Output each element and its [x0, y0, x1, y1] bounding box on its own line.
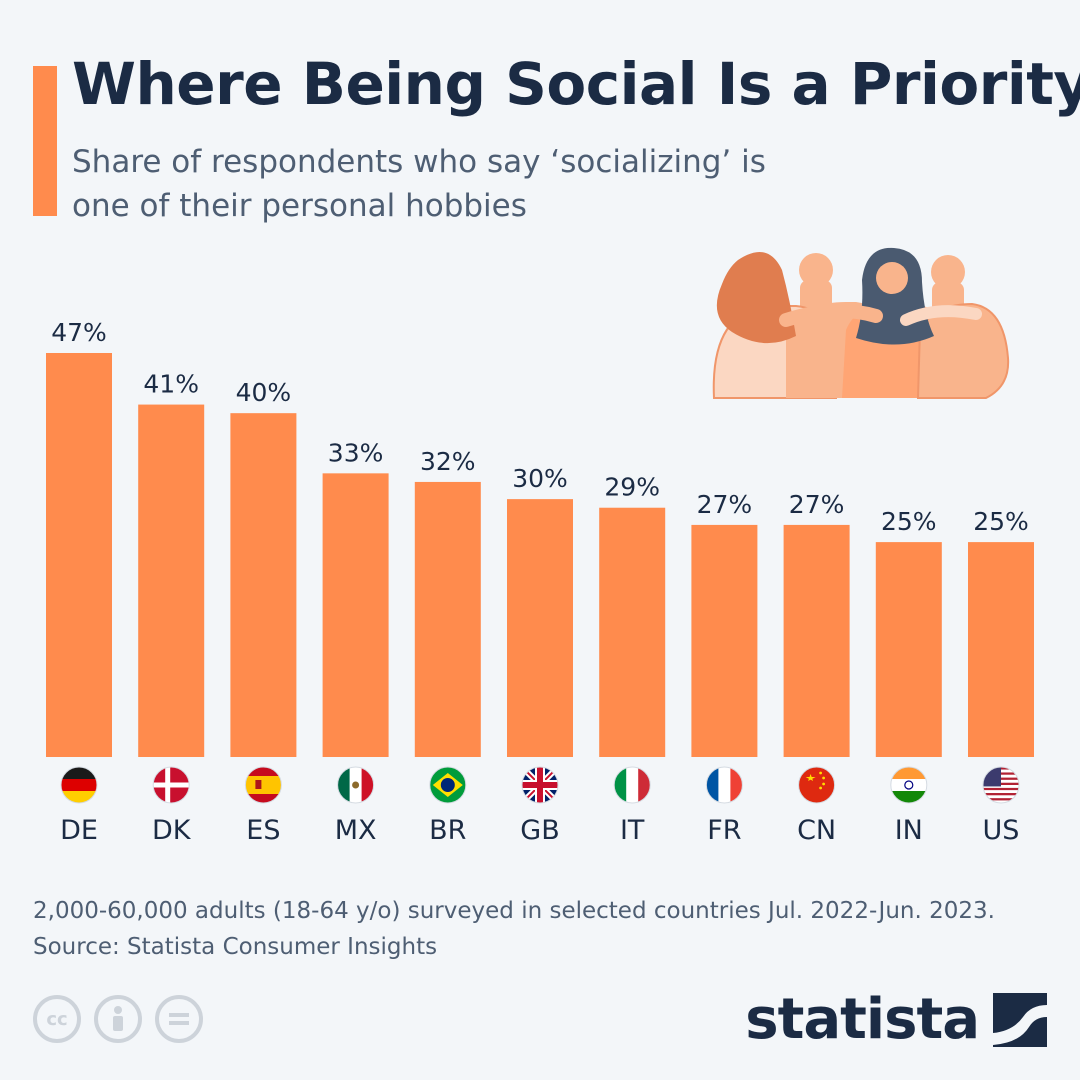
- bar: [138, 404, 205, 757]
- accent-bar: [33, 66, 57, 216]
- category-label: FR: [707, 815, 741, 846]
- flag-italy-icon: [613, 766, 651, 804]
- bar: [322, 473, 389, 757]
- bar-value-label: 32%: [420, 447, 476, 476]
- category-label: US: [983, 815, 1020, 846]
- flag-spain-icon: [244, 766, 282, 804]
- license-icons: cc: [33, 995, 203, 1043]
- cc-icon[interactable]: cc: [33, 995, 81, 1043]
- statista-logo-icon: [993, 993, 1047, 1047]
- source-note: Source: Statista Consumer Insights: [33, 934, 438, 960]
- bar-value-label: 33%: [328, 438, 384, 467]
- category-label: IT: [620, 815, 645, 846]
- attribution-icon[interactable]: [94, 995, 142, 1043]
- footnote: 2,000-60,000 adults (18-64 y/o) surveyed…: [33, 893, 995, 965]
- bar: [230, 413, 297, 757]
- bar: [46, 353, 112, 757]
- friends-group-icon: [712, 247, 1010, 399]
- flag-usa-icon: [982, 766, 1020, 804]
- bar-value-label: 41%: [143, 370, 199, 399]
- flag-france-icon: [705, 766, 743, 804]
- flag-uk-icon: [521, 766, 559, 804]
- bar-value-label: 40%: [236, 378, 292, 407]
- flag-germany-icon: [60, 766, 98, 804]
- category-label: ES: [246, 815, 280, 846]
- bar: [968, 542, 1034, 757]
- bar-value-label: 25%: [881, 507, 937, 536]
- flag-india-icon: [890, 766, 928, 804]
- flag-china-icon: [798, 766, 836, 804]
- brand-logo[interactable]: statista: [745, 990, 1047, 1050]
- bar: [875, 542, 942, 757]
- category-label: IN: [895, 815, 923, 846]
- bar: [783, 524, 850, 757]
- page-subtitle: Share of respondents who say ‘socializin…: [72, 144, 766, 224]
- bar-value-label: 47%: [51, 318, 107, 347]
- category-label: GB: [520, 815, 559, 846]
- bar: [599, 507, 666, 757]
- bar-value-label: 27%: [697, 490, 753, 519]
- bar-value-label: 27%: [789, 490, 845, 519]
- brand-wordmark: statista: [745, 987, 980, 1052]
- bar: [414, 481, 481, 757]
- flag-mexico-icon: [337, 766, 375, 804]
- page-title: Where Being Social Is a Priority: [72, 50, 1080, 118]
- bar-value-label: 29%: [604, 473, 660, 502]
- survey-note: 2,000-60,000 adults (18-64 y/o) surveyed…: [33, 898, 995, 924]
- category-label: DE: [60, 815, 98, 846]
- flag-brazil-icon: [429, 766, 467, 804]
- category-label: MX: [335, 815, 377, 846]
- bar-value-label: 30%: [512, 464, 568, 493]
- bar: [691, 524, 758, 757]
- bar-value-label: 25%: [973, 507, 1029, 536]
- no-derivatives-icon[interactable]: [155, 995, 203, 1043]
- bar: [507, 499, 573, 757]
- bar-chart: 47% DE 41% DK 40% ES 33% MX 32% BR 30% GB 29% IT 27% FR…: [46, 318, 1034, 846]
- category-label: BR: [429, 815, 466, 846]
- category-label: CN: [797, 815, 836, 846]
- flag-denmark-icon: [152, 766, 190, 804]
- category-label: DK: [152, 815, 192, 846]
